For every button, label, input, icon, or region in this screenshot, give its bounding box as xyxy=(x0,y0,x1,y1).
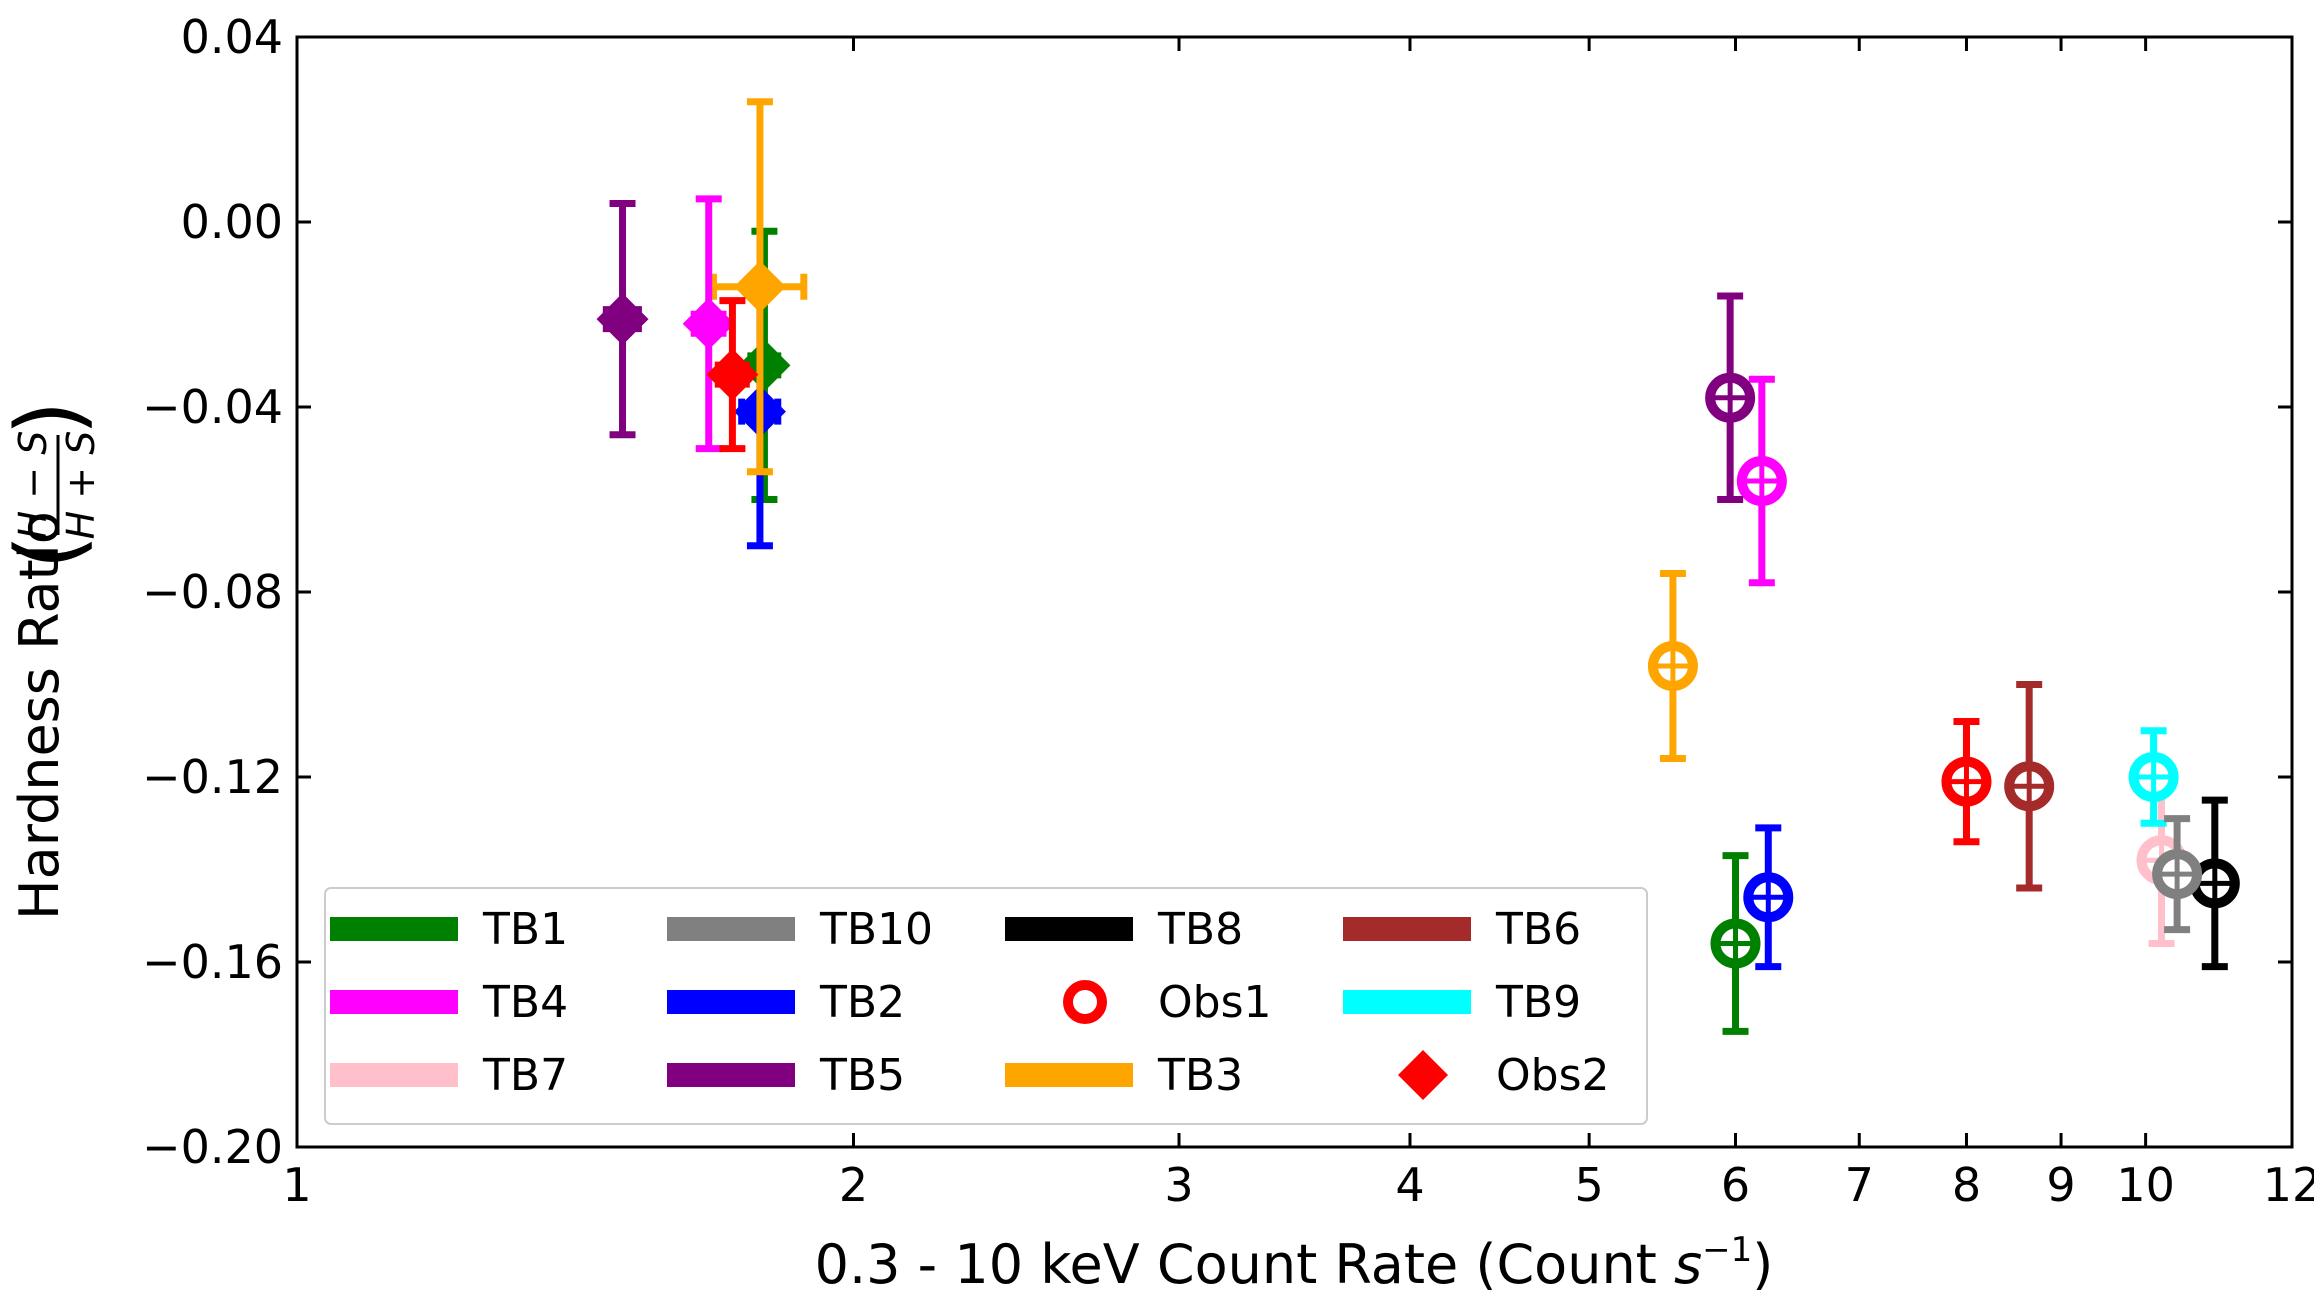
x-tick-label: 4 xyxy=(1395,1158,1424,1212)
legend-item-tb8: TB8 xyxy=(1005,904,1243,955)
x-tick-label: 3 xyxy=(1164,1158,1193,1212)
data-point-tb2-obs1 xyxy=(1743,824,1794,971)
x-tick-label: 6 xyxy=(1721,1158,1750,1212)
legend-label: TB3 xyxy=(1157,1050,1243,1101)
legend-swatch xyxy=(667,1063,795,1087)
data-point-tb4-obs2 xyxy=(682,195,735,453)
data-point-tb9-obs1 xyxy=(2128,727,2179,827)
x-tick-label: 1 xyxy=(282,1158,311,1212)
data-point-tb4-obs1 xyxy=(1736,375,1787,587)
legend-box xyxy=(324,887,1648,1125)
legend-label: TB7 xyxy=(482,1050,568,1101)
x-axis-title: 0.3 - 10 keV Count Rate (Count s−1) xyxy=(815,1230,1774,1296)
legend-swatch xyxy=(667,917,795,941)
legend-item-obs2: Obs2 xyxy=(1398,1050,1609,1101)
x-axis-title-var: s xyxy=(1674,1233,1702,1296)
legend-item-tb1: TB1 xyxy=(330,904,568,955)
legend-label: TB9 xyxy=(1495,977,1581,1028)
y-tick-label: −0.20 xyxy=(142,1120,283,1174)
data-point-tb10-obs1 xyxy=(2152,815,2203,934)
data-point-tb5-obs1 xyxy=(1705,292,1756,503)
y-axis-frac-den: H + S xyxy=(59,431,103,540)
data-point-tb6-obs1 xyxy=(2004,681,2055,892)
x-tick-label: 8 xyxy=(1952,1158,1981,1212)
legend-label: TB10 xyxy=(819,904,933,955)
x-tick-label: 2 xyxy=(839,1158,868,1212)
data-point-tb6-obs2--obs2 xyxy=(706,297,759,453)
axis-ticks: 1 2 3 4 5 6 7 8 9 10 120.040.00−0.04−0.08−0.12−0.1… xyxy=(142,10,2314,1212)
legend-swatch xyxy=(330,917,458,941)
y-tick-label: −0.16 xyxy=(142,935,283,989)
legend-label: Obs1 xyxy=(1158,977,1271,1028)
obs2-marker xyxy=(706,348,759,401)
y-tick-label: 0.00 xyxy=(181,195,283,249)
y-axis-title: Hardness Ratio ( H − S H + S ) xyxy=(0,400,103,920)
x-tick-label: 7 xyxy=(1845,1158,1874,1212)
legend-item-tb5: TB5 xyxy=(667,1050,905,1101)
legend-label: TB6 xyxy=(1495,904,1581,955)
legend-item-tb3: TB3 xyxy=(1005,1050,1243,1101)
x-tick-label: 12 xyxy=(2263,1158,2314,1212)
legend-item-tb4: TB4 xyxy=(330,977,568,1028)
legend-label: Obs2 xyxy=(1496,1050,1609,1101)
data-point-tb3-obs2 xyxy=(710,98,808,476)
plot-marks xyxy=(596,98,2240,1035)
y-tick-label: −0.08 xyxy=(142,565,283,619)
data-point-tb6-obs2--obs1 xyxy=(1941,718,1992,846)
legend-item-tb6: TB6 xyxy=(1343,904,1581,955)
x-tick-label: 10 xyxy=(2116,1158,2175,1212)
x-axis-title-prefix: 0.3 - 10 keV Count Rate (Count xyxy=(815,1233,1674,1296)
legend-label: TB2 xyxy=(819,977,905,1028)
y-axis-frac-num: H − S xyxy=(11,431,55,540)
data-point-tb5-obs2 xyxy=(596,200,649,439)
legend-label: TB1 xyxy=(482,904,568,955)
y-tick-label: −0.12 xyxy=(142,750,283,804)
x-tick-label: 9 xyxy=(2046,1158,2075,1212)
legend-swatch xyxy=(1343,990,1471,1014)
legend-swatch xyxy=(1005,1063,1133,1087)
x-axis-title-sup: −1 xyxy=(1702,1230,1752,1270)
legend-label: TB4 xyxy=(482,977,568,1028)
legend-swatch xyxy=(1343,917,1471,941)
x-axis-title-suffix: ) xyxy=(1752,1233,1773,1296)
y-tick-label: −0.04 xyxy=(142,380,283,434)
data-point-tb3-obs1 xyxy=(1647,570,1698,762)
y-axis-title-text: Hardness Ratio xyxy=(8,511,71,920)
legend: TB1 TB4 TB7 TB10 TB2 TB5 TB8 Obs1 TB3 TB6 TB9 Obs2 xyxy=(324,887,1648,1125)
y-axis-paren-left: ( xyxy=(0,534,102,569)
y-tick-label: 0.04 xyxy=(181,10,283,64)
legend-marker-circle xyxy=(1063,980,1107,1024)
legend-swatch xyxy=(330,1063,458,1087)
legend-swatch xyxy=(667,990,795,1014)
legend-label: TB8 xyxy=(1157,904,1243,955)
data-point-tb8-obs1 xyxy=(2189,796,2240,971)
legend-swatch xyxy=(330,990,458,1014)
obs2-marker xyxy=(682,297,735,350)
legend-item-tb10: TB10 xyxy=(667,904,933,955)
legend-item-tb9: TB9 xyxy=(1343,977,1581,1028)
obs2-marker xyxy=(596,293,649,346)
legend-marker-diamond xyxy=(1398,1050,1448,1100)
y-axis-paren-right: ) xyxy=(0,400,102,435)
obs2-marker xyxy=(733,260,786,313)
legend-swatch xyxy=(1005,917,1133,941)
data-point-tb1-obs1 xyxy=(1710,852,1761,1035)
legend-item-tb2: TB2 xyxy=(667,977,905,1028)
legend-label: TB5 xyxy=(819,1050,905,1101)
legend-item-tb7: TB7 xyxy=(330,1050,568,1101)
x-tick-label: 5 xyxy=(1574,1158,1603,1212)
legend-item-obs1: Obs1 xyxy=(1063,977,1271,1028)
